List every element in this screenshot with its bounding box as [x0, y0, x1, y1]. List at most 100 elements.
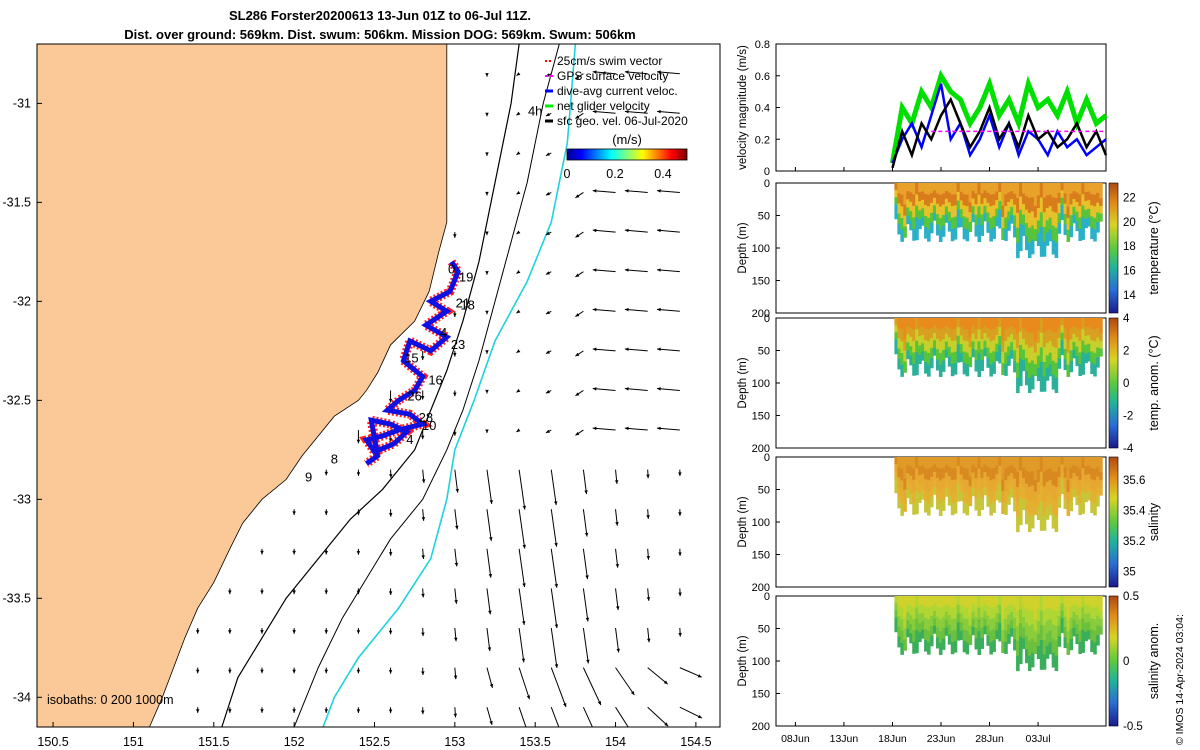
- colorbar-label: salinity: [1147, 502, 1161, 541]
- section-cell: [1001, 194, 1005, 207]
- section-cell: [1051, 225, 1056, 241]
- section-cell: [935, 616, 940, 628]
- section-cell: [1063, 328, 1068, 340]
- section-cell: [1022, 606, 1026, 618]
- current-arrowhead: [420, 356, 425, 360]
- section-cell: [906, 334, 910, 343]
- section-cell: [897, 626, 901, 638]
- section-cell: [924, 607, 928, 619]
- section-cell: [924, 329, 928, 341]
- section-cell: [1024, 318, 1029, 332]
- section-cell: [1078, 229, 1082, 242]
- current-arrow: [454, 469, 459, 493]
- section-cell: [959, 613, 964, 623]
- section-cell: [1036, 507, 1041, 521]
- section-cell: [1027, 486, 1032, 503]
- section-cell: [1033, 217, 1038, 230]
- colorbar-tick-label: -0.5: [1123, 721, 1143, 733]
- current-arrow: [624, 388, 648, 391]
- section-cell: [1001, 363, 1005, 375]
- section-cell: [1072, 190, 1077, 200]
- section-cell: [992, 596, 996, 608]
- section-cell: [971, 603, 976, 612]
- section-cell: [1054, 197, 1059, 214]
- land-mass: [37, 44, 448, 727]
- section-cell: [1087, 491, 1091, 501]
- section-cell: [1075, 485, 1079, 496]
- section-cell: [953, 640, 958, 653]
- section-cell: [935, 214, 940, 226]
- section-cell: [1033, 341, 1038, 354]
- section-cell: [965, 468, 970, 481]
- section-cell: [1075, 221, 1079, 232]
- current-arrowhead: [453, 313, 457, 318]
- section-cell: [1078, 364, 1082, 377]
- section-cell: [1066, 229, 1071, 242]
- section-cell: [941, 328, 946, 340]
- current-arrowhead: [485, 231, 489, 236]
- section-cell: [1007, 633, 1011, 644]
- section-cell: [983, 618, 987, 627]
- x-tick-label: 151: [123, 735, 144, 749]
- map-axes-frame: [36, 43, 721, 728]
- section-cell: [947, 634, 952, 645]
- section-cell: [1075, 634, 1079, 645]
- section-cell: [1063, 498, 1068, 510]
- section-cell: [1045, 645, 1050, 659]
- section-cell: [932, 197, 937, 206]
- section-cell: [1066, 194, 1071, 207]
- section-cell: [980, 477, 985, 489]
- current-arrowhead: [292, 709, 296, 713]
- section-cell: [1099, 479, 1103, 488]
- section-cell: [986, 635, 990, 646]
- section-cell: [1063, 213, 1068, 225]
- section-cell: [1084, 631, 1088, 642]
- section-cell: [894, 211, 898, 220]
- current-arrowhead: [545, 350, 550, 354]
- section-cell: [903, 606, 907, 619]
- section-cell: [956, 465, 961, 476]
- section-cell: [1072, 627, 1077, 637]
- section-cell: [1004, 641, 1008, 654]
- section-cell: [956, 631, 961, 641]
- section-cell: [932, 596, 937, 604]
- section-cell: [932, 618, 937, 627]
- section-cell: [1084, 318, 1088, 328]
- section-cell: [1084, 622, 1088, 633]
- glider-track-current: [362, 260, 461, 466]
- section-cell: [1016, 332, 1020, 349]
- section-cell: [977, 607, 982, 620]
- section-cell: [950, 480, 955, 493]
- current-arrow: [656, 110, 680, 114]
- section-cell: [1004, 502, 1008, 515]
- section-cell: [909, 596, 913, 606]
- section-cell: [977, 194, 982, 207]
- section-cell: [947, 221, 952, 232]
- section-cell: [1036, 469, 1041, 483]
- section-cell: [986, 318, 990, 329]
- y-tick-label: 150: [752, 550, 770, 562]
- section-cell: [1081, 216, 1085, 229]
- section-cell: [1057, 338, 1062, 349]
- section-cell: [1004, 318, 1008, 330]
- section-cell: [959, 209, 964, 219]
- section-cell: [894, 190, 898, 198]
- section-cell: [1075, 202, 1079, 213]
- section-cell: [971, 596, 976, 605]
- section-cell: [995, 217, 999, 227]
- section-cell: [968, 605, 973, 616]
- current-arrowhead: [292, 630, 296, 634]
- section-cell: [1033, 329, 1038, 342]
- section-cell: [903, 361, 907, 373]
- section-cell: [1048, 503, 1053, 516]
- section-cell: [909, 327, 913, 338]
- section-cell: [1042, 500, 1047, 517]
- y-tick-label: 50: [758, 624, 770, 636]
- section-cell: [971, 325, 976, 334]
- section-cell: [1081, 607, 1085, 620]
- section-cell: [992, 607, 996, 619]
- section-cell: [980, 183, 985, 194]
- current-arrowhead: [516, 270, 521, 274]
- x-tick-label: 13Jun: [830, 733, 859, 745]
- x-tick-label: 28Jun: [975, 733, 1004, 745]
